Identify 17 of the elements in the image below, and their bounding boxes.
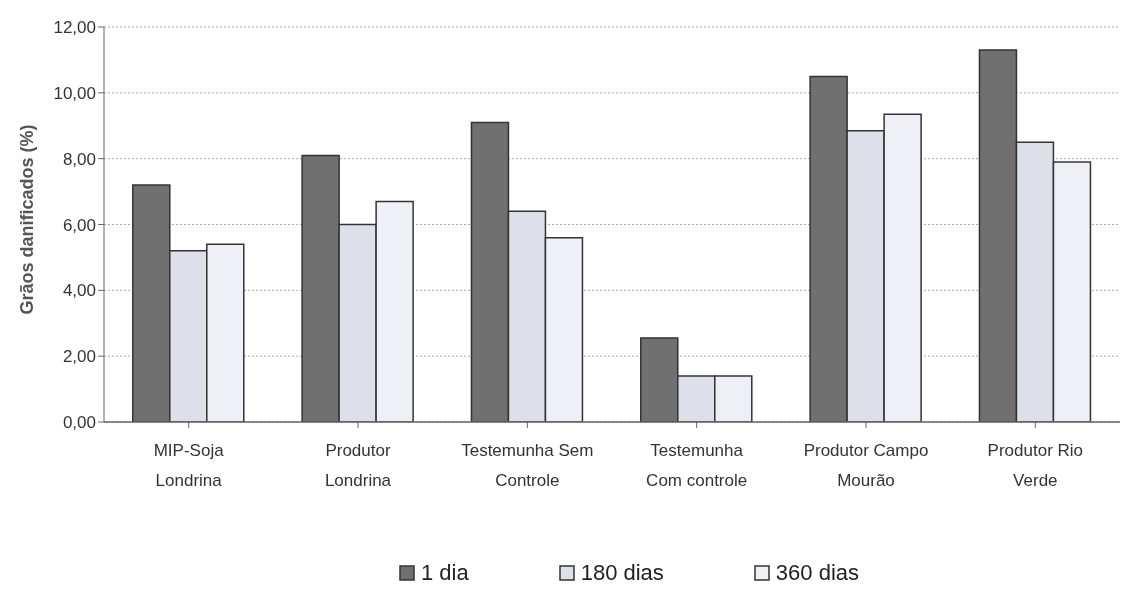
x-tick-label: Testemunha Sem Controle [461,441,594,491]
y-tick-label: 0,00 [62,413,96,433]
y-tick-label: 12,00 [53,18,96,38]
y-tick-label: 8,00 [62,149,96,169]
y-axis-title: Grãos danificados (%) [17,124,38,315]
x-tick-label: Produtor Londrina [324,441,392,491]
y-tick-label: 4,00 [62,281,96,301]
legend-label: 180 dias [580,560,664,586]
x-tick-label: Testemunha Com controle [646,441,748,491]
x-tick-label: Produtor Campo Mourão [803,441,929,491]
y-tick-label: 6,00 [62,215,96,235]
x-tick-label: MIP-Soja Londrina [153,441,225,491]
y-tick-label: 10,00 [53,83,96,103]
legend-label: 1 dia [420,560,469,586]
y-tick-label: 2,00 [62,347,96,367]
x-tick-label: Produtor Rio Verde [987,441,1084,491]
legend-label: 360 dias [775,560,860,586]
